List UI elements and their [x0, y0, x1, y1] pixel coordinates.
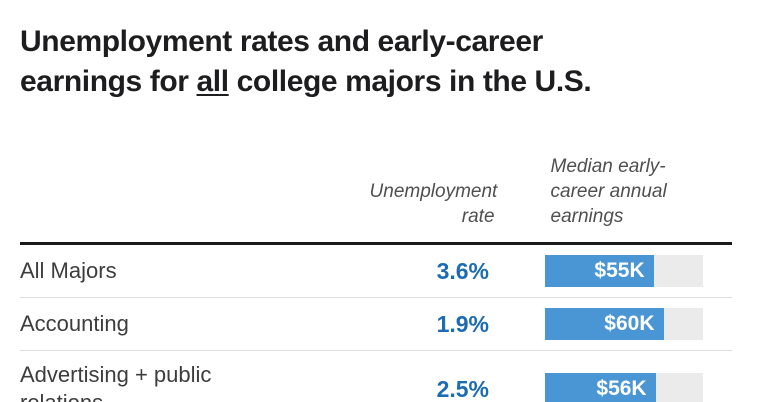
major-cell: Advertising + public relations [20, 361, 349, 402]
earnings-bar-label: $56K [596, 377, 647, 400]
major-label: Advertising + public relations [20, 362, 212, 402]
article-chart: Unemployment rates and early-career earni… [0, 22, 750, 402]
chart-title-underlined-word: all [196, 65, 230, 98]
chart-title-line2-after: college majors in the U.S. [236, 65, 592, 98]
chart-title-line2-before: earnings for [20, 65, 189, 98]
earnings-bar-cell: $56K [545, 373, 703, 402]
majors-table-body: All Majors 3.6% $55K Accounting 1.9% $60… [20, 245, 732, 402]
chart-title: Unemployment rates and early-career earni… [20, 22, 732, 102]
earnings-bar-fill: $55K [545, 255, 654, 287]
major-cell: Accounting [20, 310, 349, 338]
unemployment-rate-column-header: Unemployment rate [20, 179, 498, 229]
table-row: Accounting 1.9% $60K [20, 298, 732, 351]
table-row: All Majors 3.6% $55K [20, 245, 732, 298]
major-cell: All Majors [20, 257, 349, 285]
unemployment-rate-value: 2.5% [436, 375, 489, 402]
earnings-bar-cell: $60K [545, 308, 703, 340]
earnings-bar-label: $55K [594, 259, 645, 282]
unemployment-rate-value: 1.9% [436, 310, 489, 337]
earnings-column-header-label: Median early-career annual earnings [550, 156, 667, 227]
major-label: Accounting [20, 311, 129, 336]
earnings-bar-track: $60K [545, 308, 703, 340]
unemployment-rate-column-header-label: Unemployment rate [369, 181, 498, 227]
chart-title-line1: Unemployment rates and early-career [20, 25, 543, 58]
earnings-bar-fill: $56K [545, 373, 656, 402]
earnings-bar-track: $56K [545, 373, 703, 402]
major-label: All Majors [20, 258, 117, 283]
column-headers: Unemployment rate Median early-career an… [20, 154, 732, 245]
earnings-bar-cell: $55K [545, 255, 703, 287]
earnings-bar-fill: $60K [545, 308, 664, 340]
earnings-bar-label: $60K [604, 312, 655, 335]
earnings-bar-track: $55K [545, 255, 703, 287]
table-row: Advertising + public relations 2.5% $56K [20, 351, 732, 402]
earnings-column-header: Median early-career annual earnings [551, 154, 732, 229]
unemployment-rate-value: 3.6% [436, 257, 489, 284]
